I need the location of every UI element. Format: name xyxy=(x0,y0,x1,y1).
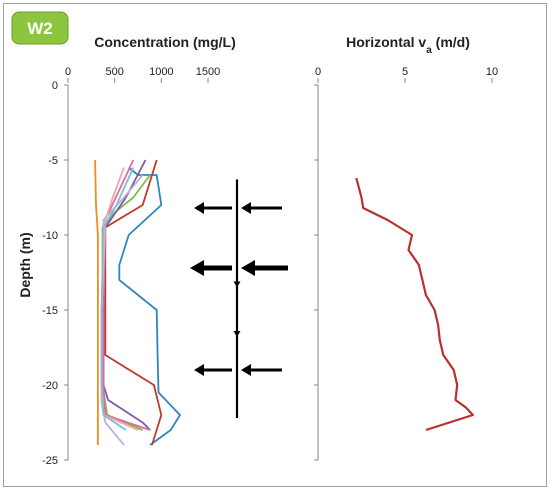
right-x-tick-label: 0 xyxy=(315,66,321,78)
right-series-line xyxy=(355,177,474,432)
left-series-line xyxy=(94,159,99,445)
left-y-tick-label: -15 xyxy=(42,305,58,317)
left-y-tick-label: -20 xyxy=(42,380,58,392)
right-title-suffix: (m/d) xyxy=(432,34,470,50)
left-chart-title: Concentration (mg/L) xyxy=(94,34,236,50)
left-y-tick-label: -25 xyxy=(42,455,58,467)
inflow-arrow-head xyxy=(241,260,255,276)
well-badge: W2 xyxy=(11,11,69,45)
outflow-arrow-head xyxy=(194,364,204,376)
left-x-tick-label: 1000 xyxy=(149,66,173,78)
right-chart-axes: 0 5 10 xyxy=(314,66,498,461)
left-y-tick-label: 0 xyxy=(52,80,58,92)
figure-border xyxy=(3,3,547,487)
inflow-arrow-head xyxy=(241,202,251,214)
right-chart-title: Horizontal va (m/d) xyxy=(346,34,470,56)
left-series-line xyxy=(118,166,181,446)
left-y-tick-label: -5 xyxy=(48,155,58,167)
y-axis-label: Depth (m) xyxy=(17,232,33,297)
flow-arrows xyxy=(190,179,288,418)
right-x-tick-label: 10 xyxy=(486,66,498,78)
right-x-tick-label: 5 xyxy=(402,66,408,78)
left-chart-series xyxy=(94,159,181,446)
left-x-tick-label: 500 xyxy=(105,66,123,78)
down-arrow-head xyxy=(233,281,241,288)
left-x-tick-label: 1500 xyxy=(196,66,220,78)
outflow-arrow-head xyxy=(190,260,204,276)
outflow-arrow-head xyxy=(194,202,204,214)
left-series-line xyxy=(100,167,135,431)
right-chart-series xyxy=(355,177,474,432)
left-y-tick-label: -10 xyxy=(42,230,58,242)
left-x-tick-label: 0 xyxy=(65,66,71,78)
badge-label: W2 xyxy=(27,19,53,38)
down-arrow-head xyxy=(233,331,241,337)
badge-background xyxy=(11,11,69,45)
right-title-main: Horizontal v xyxy=(346,34,426,50)
left-chart-axes: 0 500 1000 1500 0 -5 -10 -15 -20 -25 xyxy=(42,66,220,467)
inflow-arrow-head xyxy=(241,364,251,376)
left-series-line xyxy=(104,159,163,446)
right-title-subscript: a xyxy=(426,45,432,56)
